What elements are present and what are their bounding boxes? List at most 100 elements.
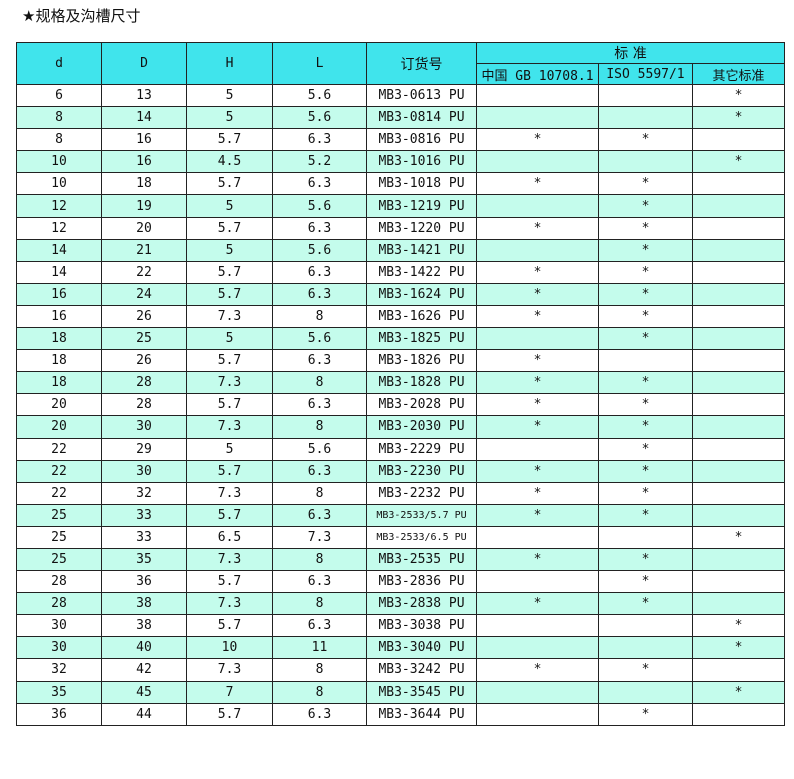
- cell-H: 5.7: [186, 570, 273, 594]
- cell-L: 8: [272, 658, 367, 682]
- cell-other: *: [691, 680, 786, 704]
- cell-gb: *: [476, 393, 599, 417]
- cell-d: 25: [16, 547, 102, 572]
- cell-iso: *: [598, 481, 693, 505]
- cell-iso: *: [598, 393, 693, 417]
- cell-H: 5.7: [186, 702, 273, 726]
- cell-gb: *: [476, 282, 599, 306]
- cell-iso: *: [598, 128, 693, 152]
- cell-iso: *: [598, 702, 693, 726]
- cell-L: 5.6: [272, 194, 367, 218]
- cell-gb: [476, 238, 599, 262]
- cell-other: [691, 702, 786, 726]
- cell-d: 18: [16, 327, 102, 351]
- cell-L: 6.3: [272, 282, 367, 306]
- cell-iso: *: [598, 282, 693, 306]
- cell-H: 7.3: [186, 592, 273, 616]
- header-H: H: [186, 42, 273, 85]
- cell-order-no: MB3-2836 PU: [366, 570, 477, 594]
- cell-d: 22: [16, 459, 102, 483]
- cell-d: 30: [16, 614, 102, 638]
- cell-other: [691, 260, 786, 284]
- cell-other: [691, 658, 786, 682]
- table-row: 14 22 5.7 6.3 MB3-1422 PU * *: [16, 260, 786, 284]
- cell-D: 35: [101, 547, 187, 572]
- cell-D: 19: [101, 194, 187, 218]
- cell-D: 22: [101, 260, 187, 284]
- table-row: 28 38 7.3 8 MB3-2838 PU * *: [16, 592, 786, 616]
- cell-other: [691, 547, 786, 572]
- cell-d: 25: [16, 525, 102, 549]
- cell-D: 45: [101, 680, 187, 704]
- header-L: L: [272, 42, 367, 85]
- cell-H: 5.7: [186, 393, 273, 417]
- cell-D: 40: [101, 636, 187, 660]
- cell-L: 5.6: [272, 327, 367, 351]
- cell-L: 8: [272, 547, 367, 572]
- cell-L: 8: [272, 592, 367, 616]
- cell-d: 14: [16, 260, 102, 284]
- cell-L: 5.6: [272, 106, 367, 130]
- cell-gb: *: [476, 592, 599, 616]
- cell-H: 5: [186, 194, 273, 218]
- cell-gb: [476, 437, 599, 461]
- spec-table: d D H L 订货号 标 准 中国 GB 10708.1 ISO 5597/1…: [16, 42, 786, 726]
- cell-iso: [598, 150, 693, 174]
- cell-gb: [476, 194, 599, 218]
- cell-D: 28: [101, 393, 187, 417]
- table-row: 25 33 6.5 7.3 MB3-2533/6.5 PU *: [16, 525, 786, 549]
- cell-d: 12: [16, 216, 102, 240]
- cell-H: 7.3: [186, 304, 273, 329]
- cell-order-no: MB3-3040 PU: [366, 636, 477, 660]
- cell-other: *: [691, 636, 786, 660]
- cell-other: [691, 459, 786, 483]
- cell-other: [691, 415, 786, 439]
- cell-gb: *: [476, 216, 599, 240]
- table-row: 22 32 7.3 8 MB3-2232 PU * *: [16, 481, 786, 505]
- cell-other: [691, 371, 786, 395]
- cell-L: 6.3: [272, 459, 367, 483]
- cell-iso: *: [598, 415, 693, 439]
- cell-iso: *: [598, 216, 693, 240]
- cell-d: 32: [16, 658, 102, 682]
- cell-H: 6.5: [186, 525, 273, 549]
- cell-d: 8: [16, 128, 102, 152]
- table-row: 18 28 7.3 8 MB3-1828 PU * *: [16, 371, 786, 395]
- cell-L: 6.3: [272, 172, 367, 196]
- section-title: ★规格及沟槽尺寸: [22, 7, 141, 25]
- table-row: 36 44 5.7 6.3 MB3-3644 PU *: [16, 702, 786, 726]
- cell-gb: *: [476, 547, 599, 572]
- cell-order-no: MB3-2229 PU: [366, 437, 477, 461]
- cell-H: 7.3: [186, 481, 273, 505]
- cell-other: *: [691, 150, 786, 174]
- cell-gb: [476, 106, 599, 130]
- cell-H: 5.7: [186, 503, 273, 527]
- cell-other: [691, 238, 786, 262]
- cell-H: 7.3: [186, 415, 273, 439]
- cell-H: 5.7: [186, 172, 273, 196]
- table-row: 16 24 5.7 6.3 MB3-1624 PU * *: [16, 282, 786, 306]
- cell-H: 5.7: [186, 216, 273, 240]
- cell-L: 8: [272, 415, 367, 439]
- cell-order-no: MB3-1826 PU: [366, 349, 477, 373]
- cell-d: 18: [16, 371, 102, 395]
- header-d: d: [16, 42, 102, 85]
- cell-iso: *: [598, 327, 693, 351]
- cell-other: [691, 437, 786, 461]
- table-row: 6 13 5 5.6 MB3-0613 PU *: [16, 83, 786, 108]
- cell-order-no: MB3-1422 PU: [366, 260, 477, 284]
- cell-L: 6.3: [272, 216, 367, 240]
- cell-d: 10: [16, 172, 102, 196]
- cell-gb: *: [476, 481, 599, 505]
- cell-d: 14: [16, 238, 102, 262]
- header-D: D: [101, 42, 187, 85]
- cell-order-no: MB3-2230 PU: [366, 459, 477, 483]
- table-row: 20 30 7.3 8 MB3-2030 PU * *: [16, 415, 786, 439]
- table-row: 12 19 5 5.6 MB3-1219 PU *: [16, 194, 786, 218]
- cell-order-no: MB3-2533/6.5 PU: [366, 525, 477, 549]
- table-row: 8 14 5 5.6 MB3-0814 PU *: [16, 106, 786, 130]
- cell-other: [691, 327, 786, 351]
- cell-L: 6.3: [272, 349, 367, 373]
- cell-iso: *: [598, 172, 693, 196]
- cell-L: 8: [272, 304, 367, 329]
